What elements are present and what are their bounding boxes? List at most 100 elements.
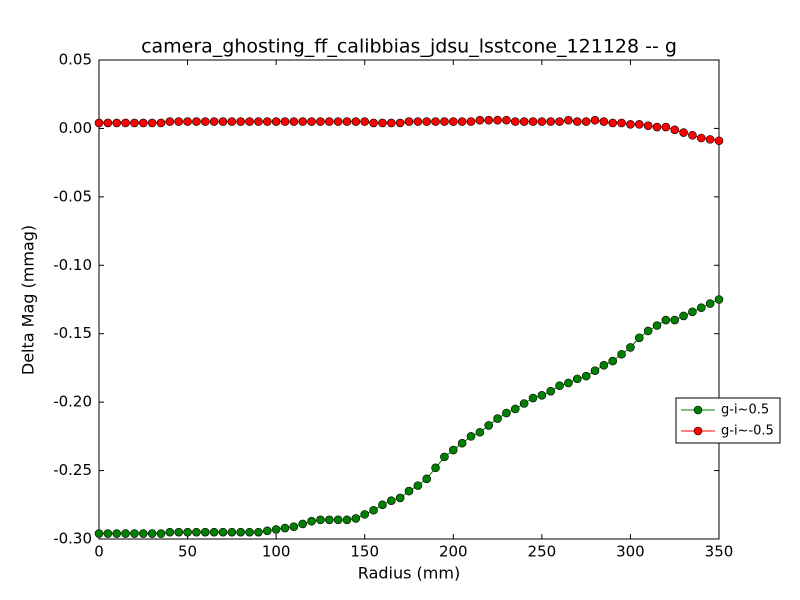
y-tick-label: -0.10 — [53, 256, 92, 274]
data-point — [528, 393, 538, 403]
data-point — [316, 117, 325, 126]
data-point — [192, 117, 201, 126]
data-point — [696, 303, 706, 313]
legend-label: g-i~-0.5 — [721, 424, 774, 439]
data-point — [165, 117, 175, 126]
data-point — [227, 527, 237, 537]
data-point — [183, 527, 192, 537]
data-point — [448, 117, 458, 126]
data-point — [262, 117, 272, 126]
data-point — [546, 117, 556, 126]
data-point — [475, 115, 485, 125]
data-point — [183, 117, 192, 126]
data-point — [493, 414, 502, 423]
x-tick-label: 300 — [616, 543, 645, 561]
data-point — [94, 118, 104, 128]
data-point — [688, 307, 697, 317]
data-point — [200, 527, 210, 537]
data-point — [174, 527, 184, 537]
data-point — [351, 117, 361, 126]
data-point — [342, 117, 352, 126]
data-point — [475, 427, 485, 437]
data-point — [404, 486, 414, 496]
data-point — [466, 117, 476, 126]
data-point — [404, 117, 414, 126]
data-point — [608, 356, 618, 366]
data-point — [670, 125, 680, 135]
data-point — [440, 117, 449, 126]
series-line — [99, 299, 720, 535]
data-point — [528, 117, 538, 126]
data-point — [617, 118, 626, 128]
data-point — [688, 130, 697, 140]
data-point — [254, 117, 263, 126]
data-point — [643, 326, 653, 336]
data-point — [652, 321, 662, 330]
data-point — [218, 527, 228, 537]
data-point — [333, 117, 343, 126]
data-point — [564, 378, 573, 388]
data-point — [634, 333, 644, 343]
data-point — [581, 117, 591, 126]
data-point — [121, 118, 130, 128]
data-point — [271, 117, 281, 126]
data-point — [324, 117, 334, 126]
data-point — [448, 445, 458, 455]
y-tick-label: -0.15 — [53, 324, 92, 342]
data-point — [599, 360, 609, 370]
data-point — [555, 381, 564, 391]
data-point — [103, 118, 113, 128]
data-point — [590, 115, 600, 125]
data-point — [103, 529, 113, 538]
data-point — [271, 525, 281, 534]
data-point — [564, 115, 573, 125]
legend-marker — [693, 426, 703, 436]
y-axis-label: Delta Mag (mmag) — [19, 225, 38, 375]
legend: g-i~0.5 g-i~-0.5 — [675, 397, 781, 444]
data-point — [440, 452, 449, 462]
data-point — [572, 117, 582, 126]
data-point — [484, 421, 494, 430]
data-point — [555, 117, 564, 126]
data-point — [679, 311, 688, 321]
data-point — [165, 527, 175, 537]
data-point — [643, 121, 653, 130]
data-point — [324, 515, 334, 525]
x-tick-label: 350 — [705, 543, 734, 561]
data-point — [138, 118, 148, 128]
data-point — [670, 315, 680, 325]
y-tick-label: 0.05 — [59, 51, 92, 69]
data-point — [431, 117, 440, 126]
data-point — [245, 117, 254, 126]
data-point — [626, 343, 635, 352]
data-point — [546, 386, 556, 396]
data-point — [714, 136, 724, 146]
data-point — [466, 432, 476, 441]
data-point — [608, 118, 618, 128]
data-point — [369, 505, 378, 515]
data-point — [254, 527, 263, 537]
data-point — [227, 117, 237, 126]
x-tick-label: 200 — [439, 543, 468, 561]
data-point — [200, 117, 210, 126]
data-point — [484, 115, 494, 125]
chart-title: camera_ghosting_ff_calibbias_jdsu_lsstco… — [141, 36, 677, 58]
data-point — [519, 117, 529, 126]
data-point — [289, 522, 299, 531]
data-point — [209, 117, 219, 126]
data-point — [413, 481, 423, 490]
plot-frame — [98, 59, 720, 540]
data-point — [661, 122, 671, 132]
data-point — [386, 118, 396, 128]
data-point — [218, 117, 228, 126]
data-point — [652, 122, 662, 132]
data-point — [599, 117, 609, 126]
data-point — [280, 523, 290, 533]
data-point — [130, 118, 139, 128]
data-point — [342, 515, 352, 525]
x-axis-label: Radius (mm) — [358, 564, 460, 583]
data-point — [714, 295, 724, 304]
data-point — [147, 529, 157, 538]
y-tick-label: -0.05 — [53, 187, 92, 205]
